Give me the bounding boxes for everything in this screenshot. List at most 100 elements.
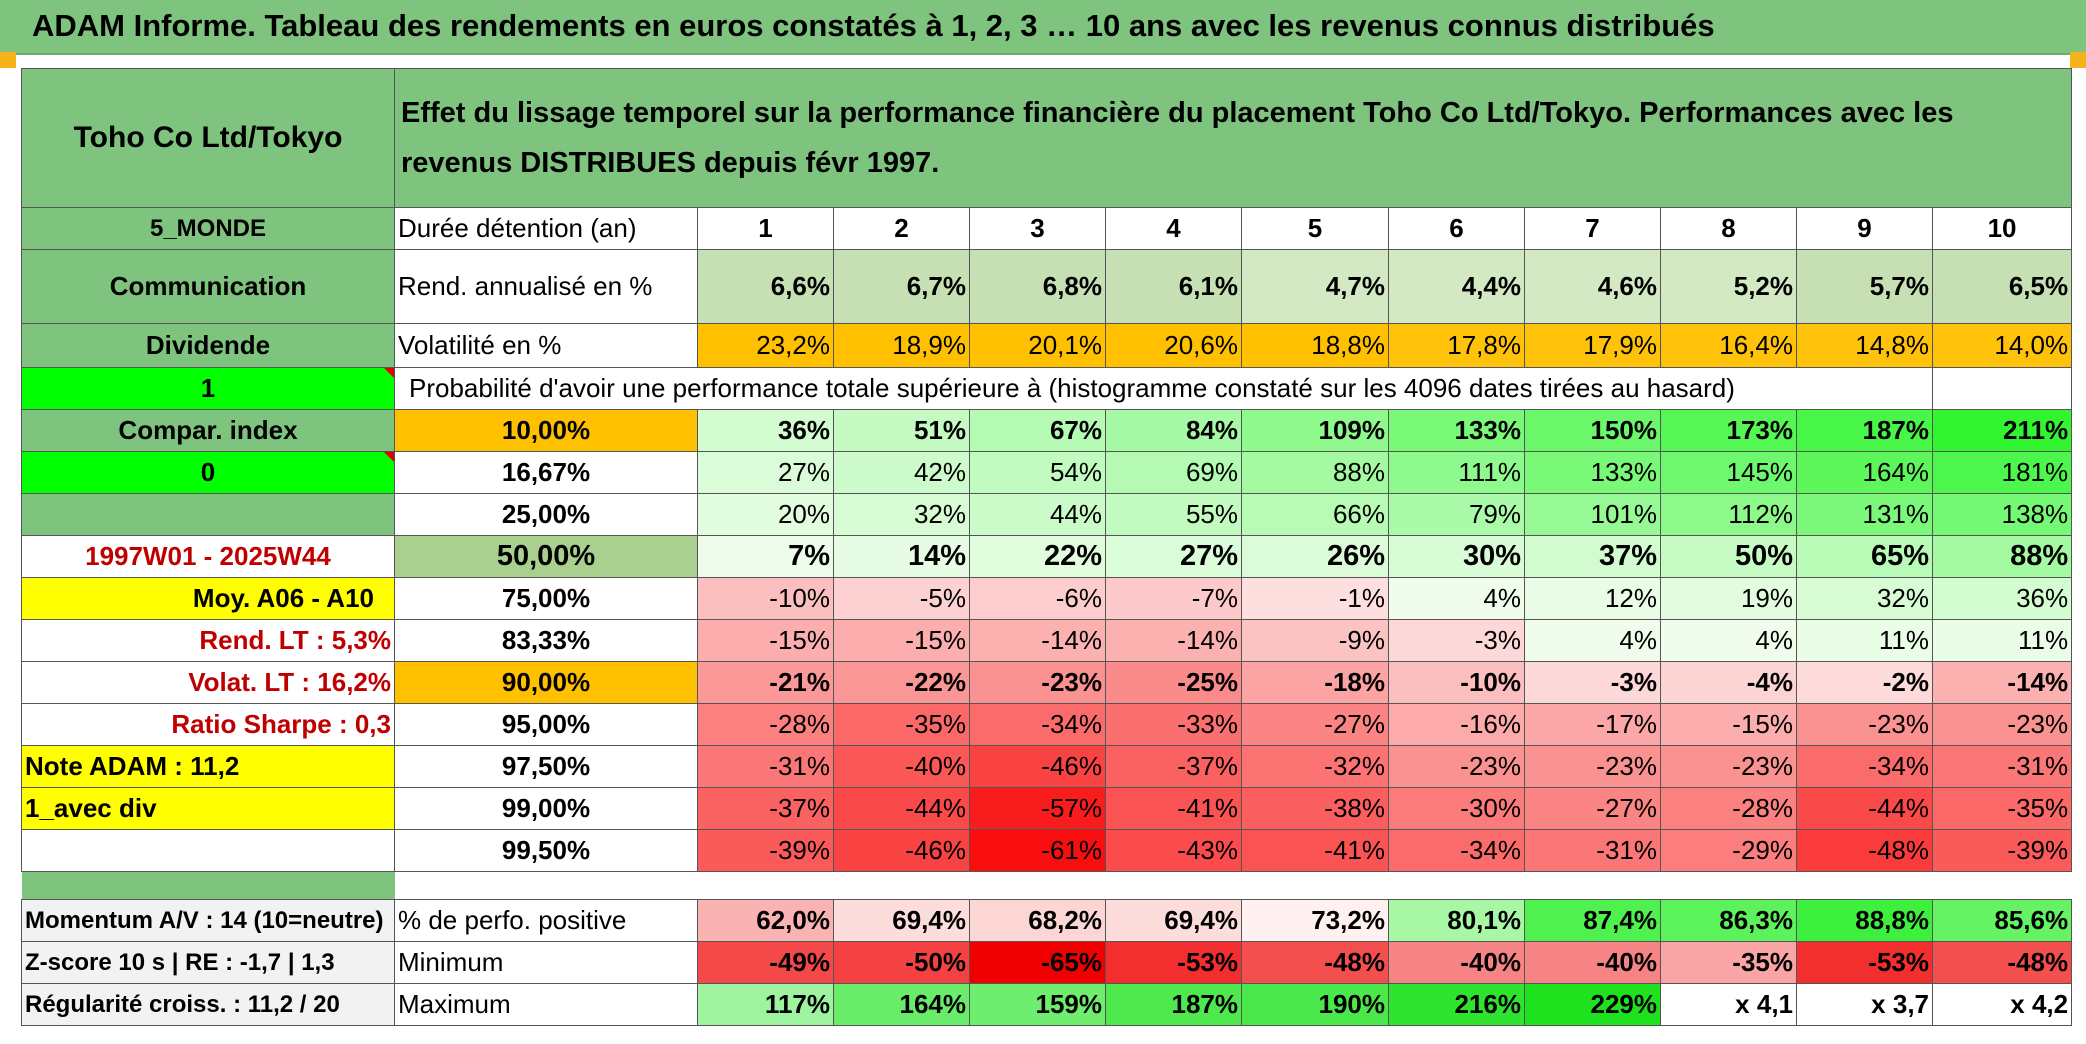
- max-value: x 4,2: [1931, 983, 2073, 1026]
- quantile-value: -38%: [1241, 787, 1389, 830]
- quantile-value: 133%: [1388, 409, 1525, 452]
- pos-value: 69,4%: [1105, 899, 1242, 942]
- report-title: ADAM Informe. Tableau des rendements en …: [32, 8, 1715, 43]
- quantile-label: 95,00%: [394, 703, 698, 746]
- quantile-value: -39%: [697, 829, 834, 872]
- quantile-value: -27%: [1241, 703, 1389, 746]
- quantile-value: -40%: [833, 745, 970, 788]
- quantile-value: -25%: [1105, 661, 1242, 704]
- quantile-value: 112%: [1660, 493, 1797, 536]
- pos-value: 68,2%: [969, 899, 1106, 942]
- quantile-label: 83,33%: [394, 619, 698, 662]
- momentum-label: Momentum A/V : 14 (10=neutre): [21, 899, 395, 942]
- quantile-value: 27%: [1105, 535, 1242, 578]
- quantile-value: -48%: [1796, 829, 1933, 872]
- min-value: -49%: [697, 941, 834, 984]
- rend-value: 4,7%: [1241, 249, 1389, 324]
- quantile-value: 44%: [969, 493, 1106, 536]
- vol-label: Volatilité en %: [394, 323, 698, 368]
- quantile-value: -27%: [1524, 787, 1661, 830]
- vol-value: 20,6%: [1105, 323, 1242, 368]
- sharpe-label: Ratio Sharpe : 0,3: [21, 703, 395, 746]
- flag-1: 1: [21, 367, 395, 410]
- quantile-value: -6%: [969, 577, 1106, 620]
- vol-value: 14,8%: [1796, 323, 1933, 368]
- max-value: 187%: [1105, 983, 1242, 1026]
- quantile-value: -4%: [1660, 661, 1797, 704]
- year-header: 6: [1388, 207, 1525, 250]
- quantile-value: 65%: [1796, 535, 1933, 578]
- quantile-value: -22%: [833, 661, 970, 704]
- quantile-value: 20%: [697, 493, 834, 536]
- sector-label: Communication: [21, 249, 395, 324]
- quantile-value: 22%: [969, 535, 1106, 578]
- quantile-value: -3%: [1388, 619, 1525, 662]
- income-label: Dividende: [21, 323, 395, 368]
- rend-value: 5,7%: [1796, 249, 1933, 324]
- quantile-value: 79%: [1388, 493, 1525, 536]
- zscore-label: Z-score 10 s | RE : -1,7 | 1,3: [21, 941, 395, 984]
- year-header: 9: [1796, 207, 1933, 250]
- quantile-value: -33%: [1105, 703, 1242, 746]
- quantile-value: -14%: [969, 619, 1106, 662]
- year-header: 1: [697, 207, 834, 250]
- quantile-value: 14%: [833, 535, 970, 578]
- quantile-value: 54%: [969, 451, 1106, 494]
- quantile-value: 88%: [1931, 535, 2073, 578]
- rend-value: 4,6%: [1524, 249, 1661, 324]
- pos-label: % de perfo. positive: [394, 899, 698, 942]
- quantile-value: 26%: [1241, 535, 1389, 578]
- quantile-value: 187%: [1796, 409, 1933, 452]
- quantile-label: 16,67%: [394, 451, 698, 494]
- quantile-value: 36%: [1931, 577, 2073, 620]
- quantile-value: 173%: [1660, 409, 1797, 452]
- quantile-value: -29%: [1660, 829, 1797, 872]
- quantile-value: -23%: [1524, 745, 1661, 788]
- min-value: -50%: [833, 941, 970, 984]
- quantile-value: 69%: [1105, 451, 1242, 494]
- pos-value: 69,4%: [833, 899, 970, 942]
- quantile-value: -35%: [833, 703, 970, 746]
- quantile-value: 211%: [1931, 409, 2073, 452]
- duree-label: Durée détention (an): [394, 207, 698, 250]
- quantile-value: -35%: [1931, 787, 2073, 830]
- quantile-value: -32%: [1241, 745, 1389, 788]
- region-label: 5_MONDE: [21, 207, 395, 250]
- quantile-value: 30%: [1388, 535, 1525, 578]
- quantile-value: 66%: [1241, 493, 1389, 536]
- quantile-value: 150%: [1524, 409, 1661, 452]
- quantile-value: -28%: [1660, 787, 1797, 830]
- max-value: 229%: [1524, 983, 1661, 1026]
- rend-lt-label: Rend. LT : 5,3%: [21, 619, 395, 662]
- quantile-value: -21%: [697, 661, 834, 704]
- quantile-value: 4%: [1388, 577, 1525, 620]
- year-header: 4: [1105, 207, 1242, 250]
- regularite-label: Régularité croiss. : 11,2 / 20: [21, 983, 395, 1026]
- quantile-value: -15%: [833, 619, 970, 662]
- quantile-value: -2%: [1796, 661, 1933, 704]
- pos-value: 87,4%: [1524, 899, 1661, 942]
- max-value: 117%: [697, 983, 834, 1026]
- quantile-value: 101%: [1524, 493, 1661, 536]
- report-title-bar: ADAM Informe. Tableau des rendements en …: [0, 0, 2086, 55]
- quantile-value: -39%: [1931, 829, 2073, 872]
- max-value: 216%: [1388, 983, 1525, 1026]
- vol-value: 17,8%: [1388, 323, 1525, 368]
- quantile-value: -5%: [833, 577, 970, 620]
- quantile-value: -57%: [969, 787, 1106, 830]
- min-value: -53%: [1796, 941, 1933, 984]
- max-value: 164%: [833, 983, 970, 1026]
- rend-value: 6,8%: [969, 249, 1106, 324]
- quantile-label: 75,00%: [394, 577, 698, 620]
- quantile-label: 99,50%: [394, 829, 698, 872]
- quantile-value: -31%: [1931, 745, 2073, 788]
- min-value: -53%: [1105, 941, 1242, 984]
- quantile-value: 55%: [1105, 493, 1242, 536]
- corner-marker: [0, 52, 16, 68]
- quantile-value: -41%: [1241, 829, 1389, 872]
- quantile-value: 7%: [697, 535, 834, 578]
- quantile-value: 181%: [1931, 451, 2073, 494]
- quantile-value: 11%: [1931, 619, 2073, 662]
- min-value: -35%: [1660, 941, 1797, 984]
- quantile-value: 84%: [1105, 409, 1242, 452]
